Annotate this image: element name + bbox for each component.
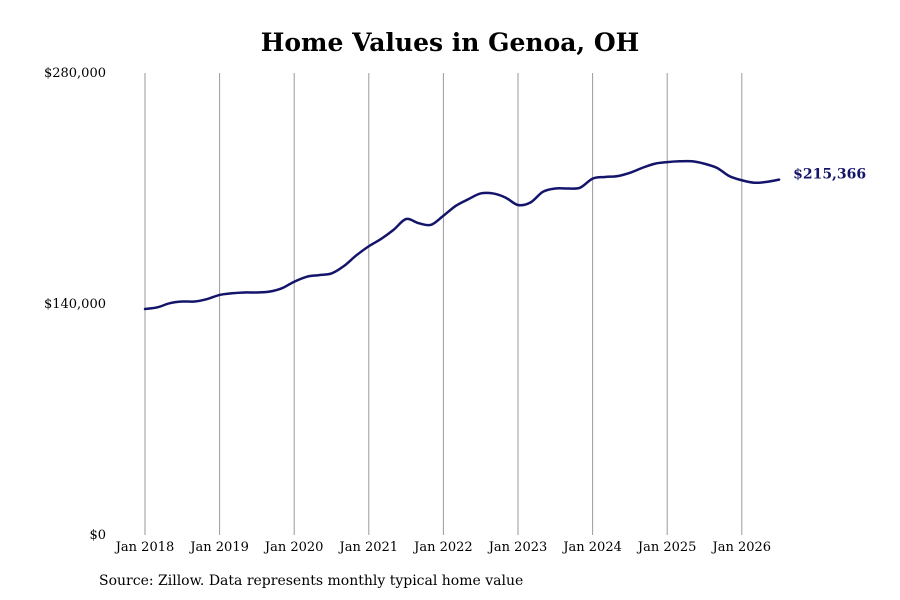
series-line bbox=[143, 159, 781, 311]
y-tick-label: $280,000 bbox=[44, 66, 106, 81]
x-axis-ticks: Jan 2018 Jan 2019 Jan 2020 Jan 2021 Jan 2022… bbox=[114, 540, 771, 555]
end-value-label: $215,366 bbox=[793, 167, 866, 183]
x-tick-label: Jan 2026 bbox=[711, 540, 772, 555]
source-note: Source: Zillow. Data represents monthly … bbox=[99, 573, 524, 589]
x-tick-label: Jan 2025 bbox=[636, 540, 697, 555]
chart-title: Home Values in Genoa, OH bbox=[260, 28, 640, 57]
gridlines bbox=[144, 73, 743, 535]
y-tick-label: $0 bbox=[89, 528, 106, 543]
x-tick-label: Jan 2018 bbox=[114, 540, 175, 555]
y-tick-label: $140,000 bbox=[44, 297, 106, 312]
x-tick-label: Jan 2022 bbox=[412, 540, 473, 555]
x-tick-label: Jan 2024 bbox=[561, 540, 622, 555]
x-tick-label: Jan 2019 bbox=[188, 540, 249, 555]
x-tick-label: Jan 2020 bbox=[263, 540, 324, 555]
x-tick-label: Jan 2023 bbox=[487, 540, 548, 555]
y-axis-ticks: $0 $140,000 $280,000 bbox=[44, 66, 106, 543]
x-tick-label: Jan 2021 bbox=[338, 540, 399, 555]
